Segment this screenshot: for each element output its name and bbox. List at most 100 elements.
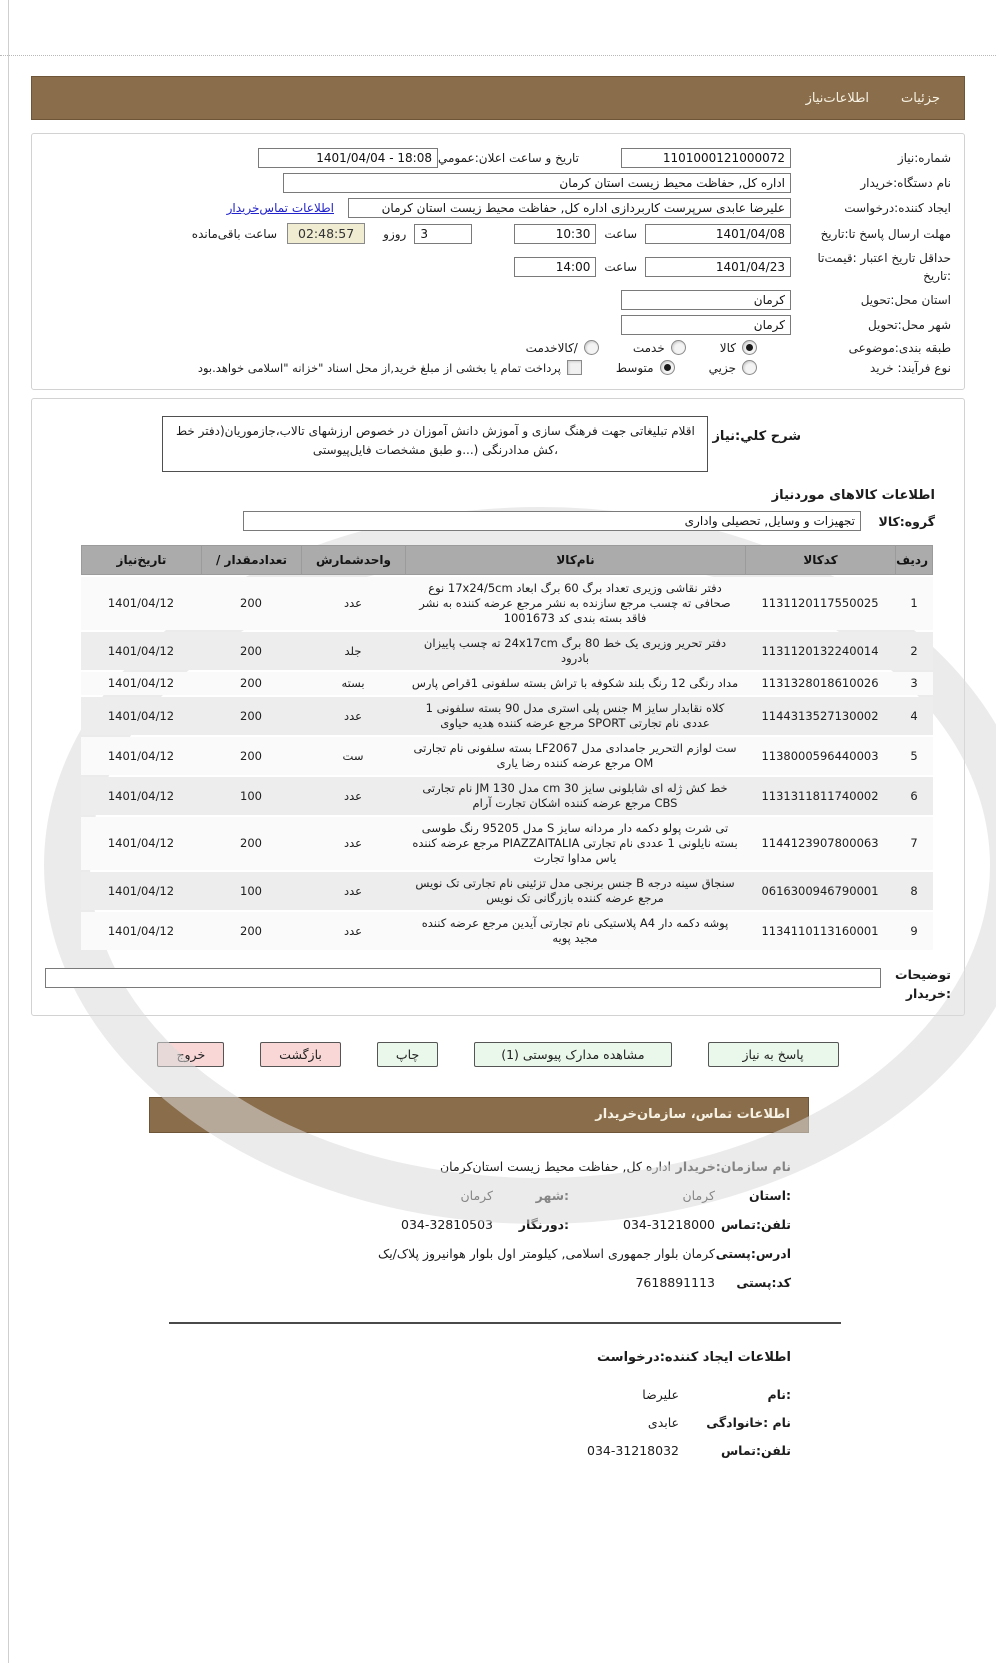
row-index: 7 [895, 817, 933, 870]
radio-icon-goods[interactable] [742, 340, 757, 355]
radio-label-minor: جزیي [708, 360, 736, 375]
province-label: استان محل:تحویل [860, 293, 951, 307]
need-description-box[interactable]: اقلام تبلیغاتی جهت فرهنگ سازی و آموزش دا… [162, 416, 709, 472]
exit-button[interactable]: خروج [157, 1041, 225, 1067]
item-qty: 200 [201, 697, 301, 735]
table-row: 9 1134110113160001 پوشه دکمه دار A4 پلاستی… [81, 912, 933, 950]
org-postal-value: 7618891113 [635, 1274, 715, 1290]
requester-last-name-row: نام :خانوادگی عابدی [31, 1415, 791, 1430]
item-name: ست لوازم التحریر جامدادی مدل LF2067 بسته… [405, 737, 745, 775]
radio-icon-minor[interactable] [742, 360, 757, 375]
days-label: روزو [383, 226, 407, 241]
checkbox-icon[interactable] [566, 360, 582, 375]
buyer-contact-link[interactable]: اطلاعات تماس‌خریدار [226, 201, 334, 215]
org-fax-label: :دورنگار [518, 1216, 569, 1232]
item-name: مداد رنگی 12 رنگ بلند شکوفه با تراش بسته… [405, 672, 745, 695]
radio-icon-medium[interactable] [659, 360, 675, 375]
column-header: تاریخ‌نیاز [81, 545, 201, 575]
last-name-label: نام :خانوادگی [706, 1414, 791, 1430]
radio-option-service[interactable]: خدمت [633, 340, 686, 355]
process-type-row: نوع فرآیند: خرید جزیي متوسط پرداخت تمام … [45, 360, 951, 375]
radio-option-goods[interactable]: کالا [720, 340, 757, 355]
need-number-input[interactable] [621, 148, 791, 168]
org-phone-label: تلفن:تماس [720, 1216, 791, 1232]
row-index: 8 [895, 872, 933, 910]
column-header: ردیف [895, 545, 933, 575]
item-code: 1144123907800063 [745, 817, 895, 870]
org-province-city-row: :استان کرمان :شهر کرمان [31, 1188, 791, 1203]
item-unit: ست [301, 737, 405, 775]
item-code: 1131120132240014 [745, 632, 895, 670]
city-row: شهر محل:تحویل [45, 315, 951, 335]
org-address-row: ادرس:پستی کرمان بلوار جمهوری اسلامی, کیل… [31, 1246, 791, 1261]
radio-icon-service[interactable] [670, 340, 686, 355]
goods-group-label: گروه:کالا [878, 513, 935, 529]
need-description-label: شرح کلي:نیاز [712, 429, 801, 444]
item-name: تی شرت پولو دکمه دار مردانه سایز S مدل 9… [405, 817, 745, 870]
org-name-value: اداره کل, حفاظت محیط زیست استان‌کرمان [439, 1158, 671, 1174]
deadline-days-input[interactable] [414, 223, 473, 244]
validity-row: حداقل تاریخ اعتبار :قیمت‌تا :تاریخ ساعت [45, 249, 951, 285]
buyer-org-label: نام دستگاه:خریدار [860, 176, 951, 190]
goods-heading: اطلاعات کالاهای موردنیاز [771, 488, 935, 503]
goods-group-input[interactable] [243, 511, 861, 531]
tab-need-info[interactable]: اطلاعات‌نیاز [805, 90, 870, 106]
need-number-label: شماره:نیاز [897, 151, 951, 165]
radio-option-minor[interactable]: جزیي [709, 360, 757, 375]
table-row: 5 1138000596440003 ست لوازم التحریر جامداد… [81, 737, 933, 775]
creator-input[interactable] [348, 198, 791, 218]
item-qty: 200 [201, 817, 301, 870]
org-name-label: نام سازمان:خریدار [675, 1158, 791, 1174]
classification-row: طبقه بندی:موضوعی کالا خدمت /کالاخدمت [45, 340, 951, 355]
radio-option-goods-service[interactable]: /کالاخدمت [526, 340, 599, 355]
respond-button[interactable]: پاسخ به نیاز [707, 1041, 839, 1067]
buyer-notes-label-line2: :خریدار [905, 985, 951, 1001]
city-input[interactable] [621, 315, 791, 335]
page-content: جزئیات اطلاعات‌نیاز شماره:نیاز تاریخ و س… [31, 76, 996, 1471]
print-button[interactable]: چاپ [376, 1041, 439, 1067]
province-input[interactable] [621, 290, 791, 310]
item-date: 1401/04/12 [81, 777, 201, 815]
item-code: 1131311811740002 [745, 777, 895, 815]
deadline-date-input[interactable] [645, 223, 791, 244]
table-row: 2 1131120132240014 دفتر تحریر وزیری یک خط … [81, 632, 933, 670]
org-fax-value: 034-32810503 [401, 1216, 493, 1232]
announce-input[interactable] [257, 148, 438, 168]
top-dotted-separator [0, 55, 996, 56]
org-postal-row: کد:پستی 7618891113 [31, 1275, 791, 1290]
item-unit: جلد [301, 632, 405, 670]
back-button[interactable]: بازگشت [260, 1041, 341, 1067]
org-contact-title: اطلاعات تماس، سازمان‌خریدار [595, 1107, 790, 1122]
requester-heading: اطلاعات ایجاد کننده:درخواست [597, 1349, 791, 1365]
validity-date-input[interactable] [645, 257, 791, 277]
org-phone-value: 034-31218000 [623, 1216, 715, 1232]
province-row: استان محل:تحویل [45, 290, 951, 310]
table-row: 3 1131328018610026 مداد رنگی 12 رنگ بلند ش… [81, 672, 933, 695]
org-name-row: نام سازمان:خریدار اداره کل, حفاظت محیط ز… [31, 1159, 791, 1174]
item-qty: 100 [201, 872, 301, 910]
radio-icon-goods-service[interactable] [583, 340, 599, 355]
item-date: 1401/04/12 [81, 577, 201, 630]
buyer-notes-label: توضیحات :خریدار [881, 966, 951, 1004]
view-attachments-button[interactable]: مشاهده مدارک پیوستی (1) [474, 1041, 672, 1067]
buyer-org-input[interactable] [283, 173, 791, 193]
deadline-time-input[interactable] [514, 223, 597, 244]
tab-details[interactable]: جزئیات [901, 90, 940, 106]
row-index: 3 [895, 672, 933, 695]
org-city-label: :شهر [535, 1187, 569, 1203]
radio-label-goods: کالا [719, 340, 736, 355]
item-code: 1138000596440003 [745, 737, 895, 775]
requester-first-name-row: :نام علیرضا [31, 1387, 791, 1402]
item-date: 1401/04/12 [81, 912, 201, 950]
radio-option-medium[interactable]: متوسط [616, 360, 675, 375]
validity-time-input[interactable] [514, 257, 597, 277]
creator-row: ایجاد کننده:درخواست اطلاعات تماس‌خریدار [45, 198, 951, 218]
row-index: 2 [895, 632, 933, 670]
treasury-payment-option[interactable]: پرداخت تمام یا بخشی از مبلغ خرید,از محل … [198, 360, 582, 375]
buyer-notes-input[interactable] [45, 968, 881, 988]
deadline-hour-label: ساعت [604, 226, 637, 241]
item-unit: بسته [301, 672, 405, 695]
column-header: تعدادمقدار / [201, 545, 301, 575]
table-row: 8 0616300946790001 سنجاق سینه درجه B جنس ب… [81, 872, 933, 910]
column-header: کدکالا [745, 545, 895, 575]
